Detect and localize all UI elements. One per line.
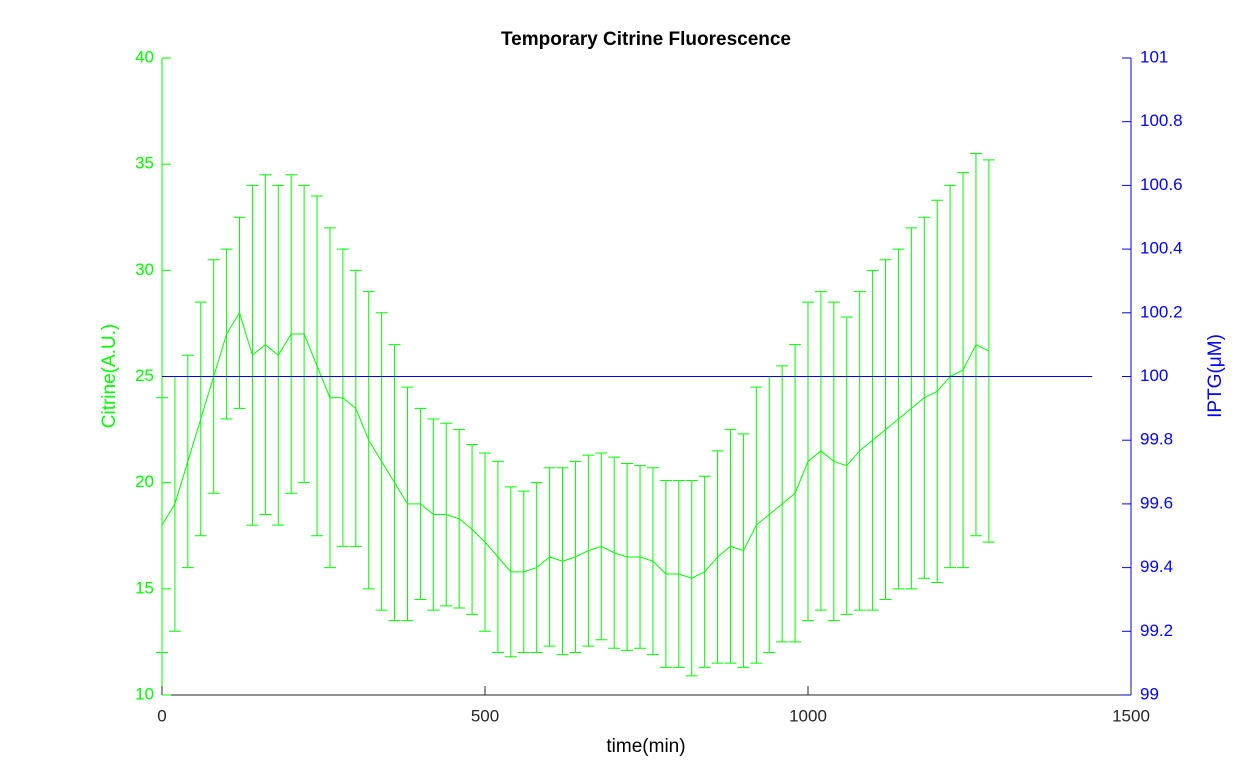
citrine-line: [161, 311, 990, 579]
y-tick-label: 35: [135, 154, 154, 173]
y-tick-label: 30: [135, 260, 154, 279]
y2-tick-label: 100.4: [1140, 239, 1183, 258]
y-tick-label: 25: [135, 366, 154, 385]
y2-tick-label: 100.8: [1140, 111, 1183, 130]
x-axis-label: time(min): [606, 736, 685, 757]
chart-title: Temporary Citrine Fluorescence: [501, 29, 791, 50]
y2-tick-label: 99.8: [1140, 430, 1173, 449]
y2-tick-label: 99.6: [1140, 493, 1173, 512]
y2-tick-label: 100.6: [1140, 175, 1183, 194]
y2-tick-label: 100.2: [1140, 302, 1183, 321]
x-tick-label: 500: [471, 706, 499, 725]
y-tick-label: 15: [135, 578, 154, 597]
y-tick-label: 10: [135, 684, 154, 703]
y2-tick-label: 100: [1140, 366, 1168, 385]
y2-axis-label: IPTG(μM): [1205, 334, 1226, 418]
y-axis-label: Citrine(A.U.): [99, 324, 120, 429]
x-tick-label: 0: [157, 706, 166, 725]
x-tick-label: 1500: [1112, 706, 1150, 725]
y2-tick-label: 99.2: [1140, 621, 1173, 640]
x-tick-label: 1000: [789, 706, 827, 725]
y2-tick-label: 101: [1140, 47, 1168, 66]
y2-tick-label: 99: [1140, 684, 1159, 703]
y-tick-label: 40: [135, 47, 154, 66]
y-tick-label: 20: [135, 472, 154, 491]
y2-tick-label: 99.4: [1140, 557, 1173, 576]
